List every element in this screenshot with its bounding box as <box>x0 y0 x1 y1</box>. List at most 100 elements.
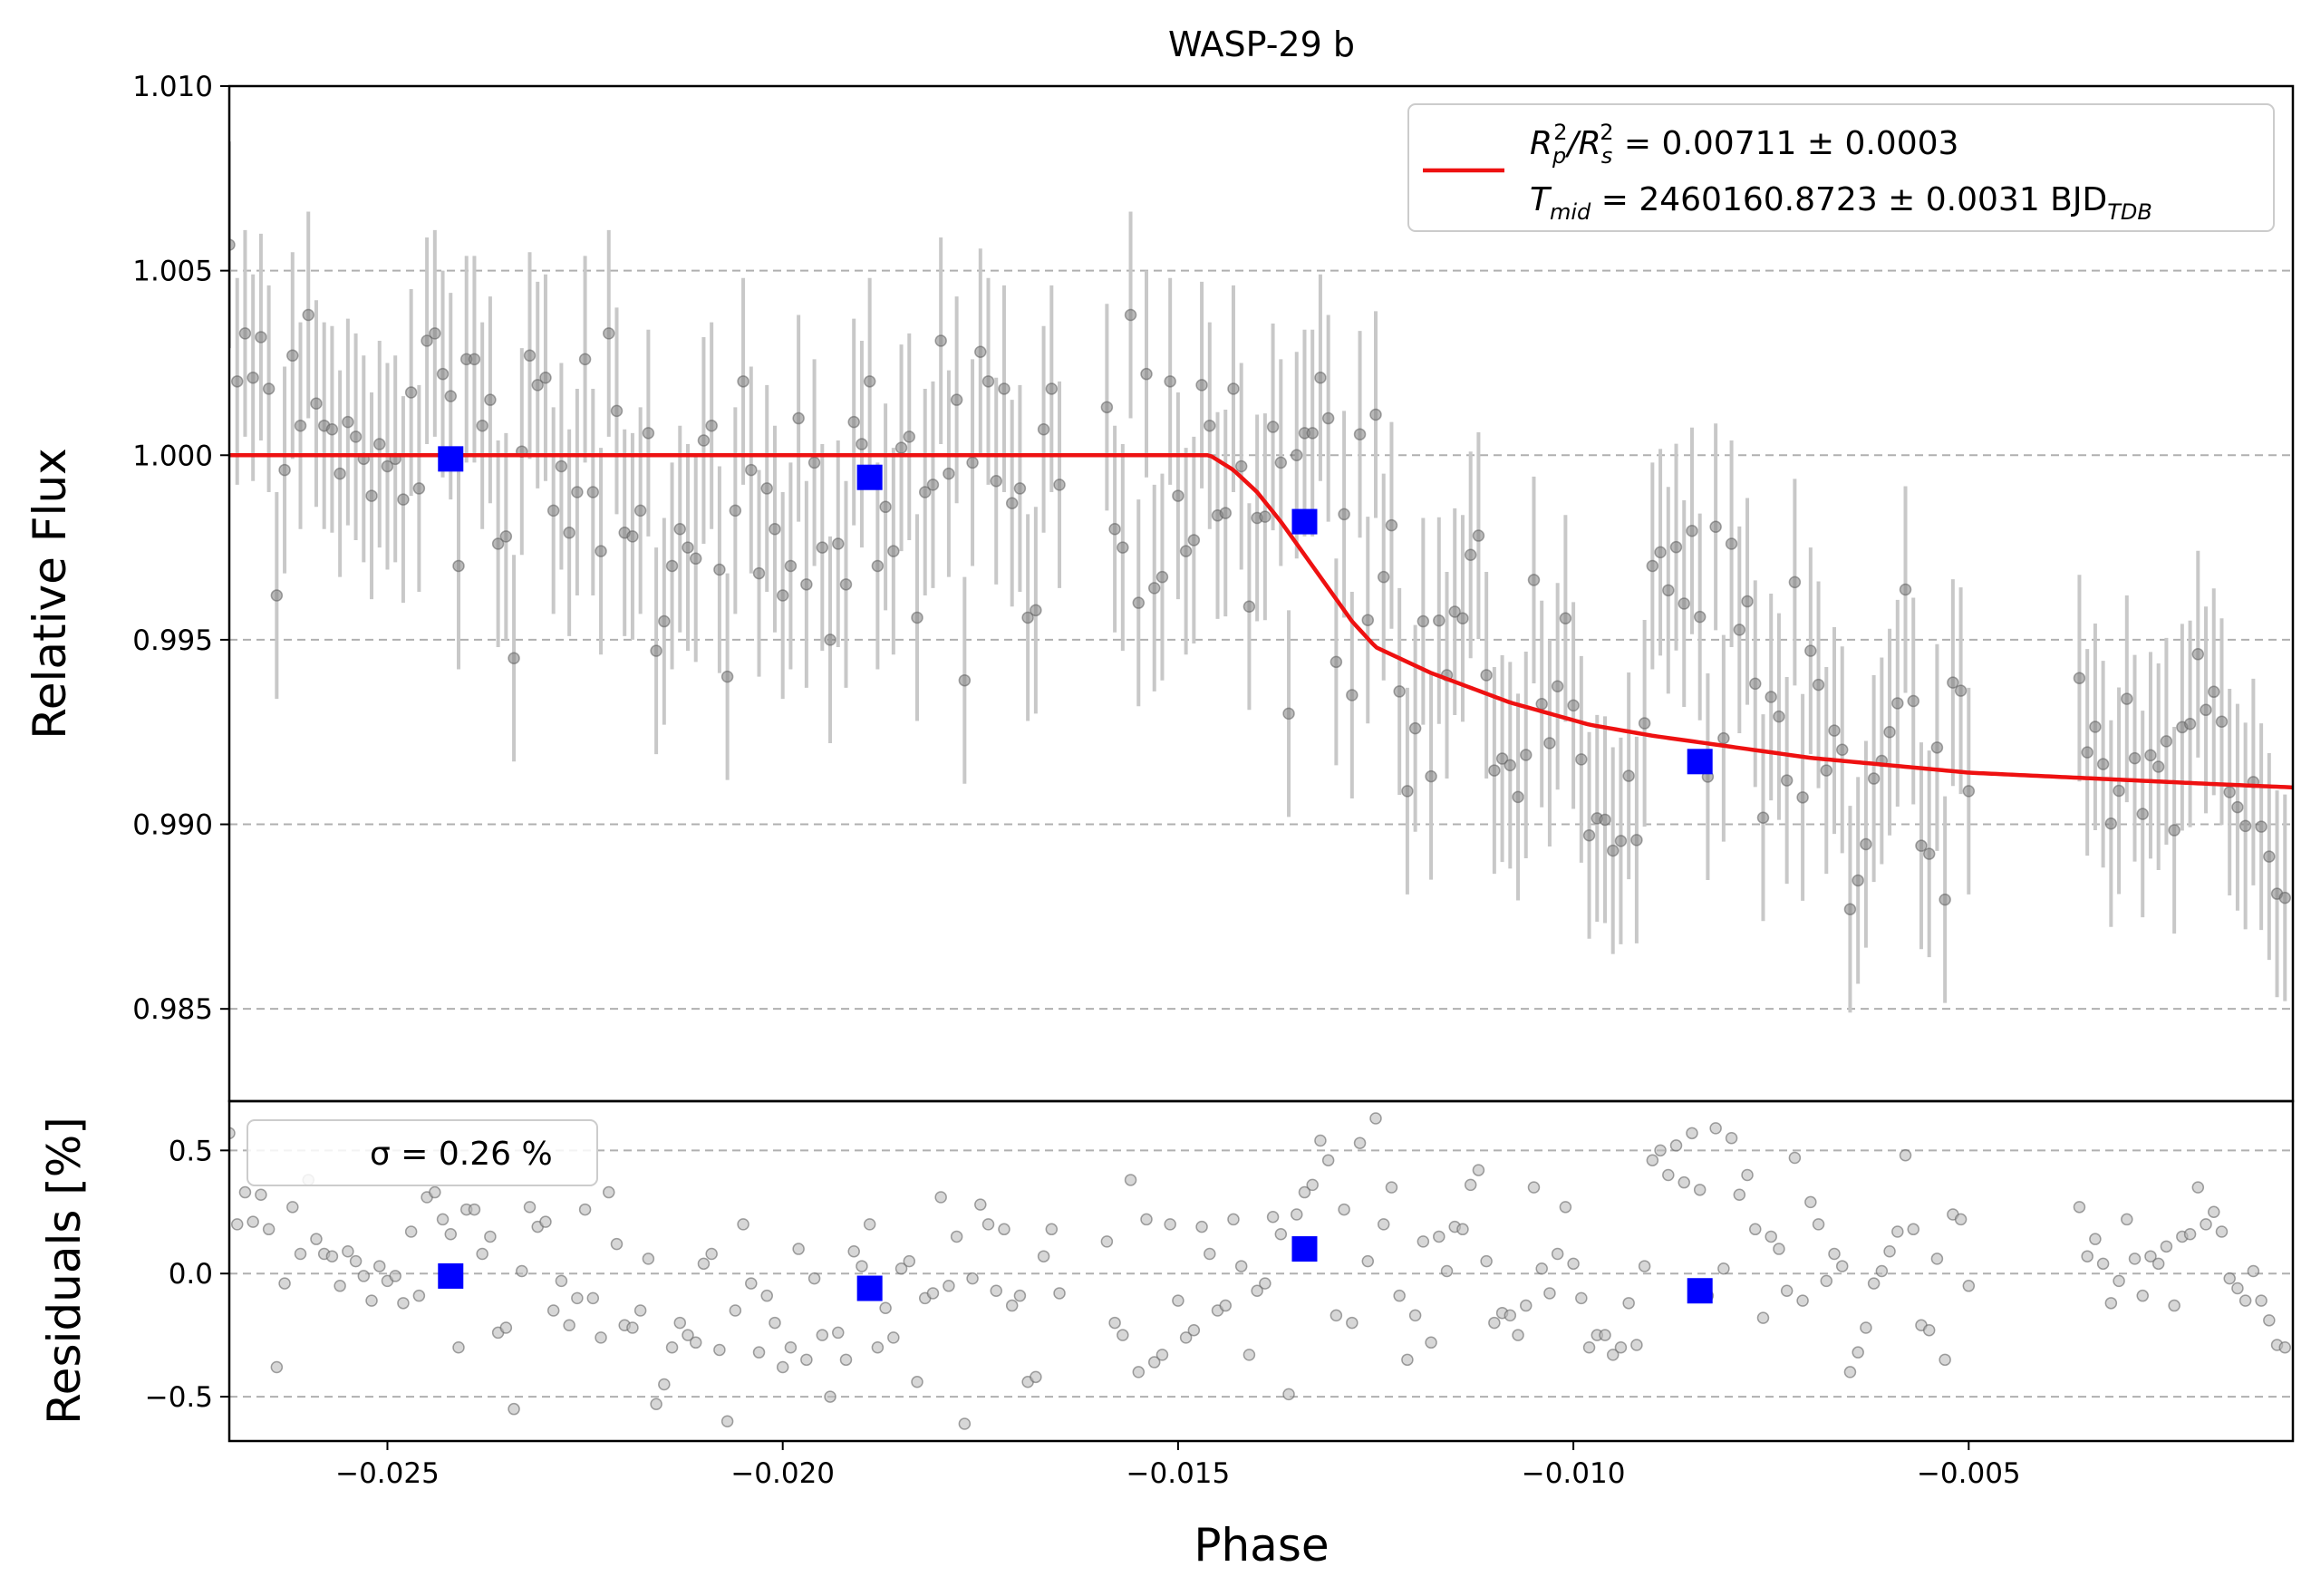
residual-point <box>1259 1277 1272 1290</box>
residual-point <box>871 1340 885 1354</box>
residual-point <box>2073 1201 2086 1214</box>
data-point <box>1369 408 1382 421</box>
residual-point <box>1582 1340 1596 1354</box>
data-point <box>1140 367 1153 381</box>
residual-point <box>1164 1218 1176 1231</box>
data-point <box>1314 371 1327 384</box>
data-point <box>342 415 354 429</box>
residual-point <box>1385 1181 1398 1194</box>
data-point <box>1346 689 1359 701</box>
residual-point <box>484 1230 497 1243</box>
data-point <box>1219 507 1232 519</box>
data-point <box>1575 753 1588 766</box>
data-point <box>397 493 410 506</box>
data-point <box>1654 546 1667 559</box>
data-point <box>1686 525 1698 537</box>
residual-point <box>911 1376 923 1388</box>
data-point <box>2081 746 2093 759</box>
residual-point <box>2215 1225 2229 1238</box>
data-point <box>2128 751 2142 765</box>
data-point <box>286 349 299 363</box>
data-point <box>2200 703 2212 717</box>
residual-point <box>1219 1299 1232 1312</box>
data-point <box>1669 540 1683 554</box>
data-point <box>1527 574 1541 586</box>
data-point <box>998 382 1010 395</box>
residual-point <box>2238 1294 2252 1307</box>
data-point <box>1741 595 1754 608</box>
x-tick-label: −0.025 <box>335 1457 440 1490</box>
data-point <box>1756 811 1770 824</box>
residual-point <box>2255 1294 2267 1307</box>
residual-point <box>2208 1205 2220 1219</box>
residual-binned-point <box>1687 1278 1713 1304</box>
data-point <box>745 463 758 477</box>
residual-point <box>1124 1174 1137 1186</box>
data-point <box>262 382 276 395</box>
data-point <box>1338 508 1350 521</box>
data-point <box>673 522 687 536</box>
data-point <box>349 430 363 443</box>
data-point <box>1843 903 1857 915</box>
residual-point <box>555 1274 568 1288</box>
residual-point <box>349 1254 363 1268</box>
data-point <box>484 393 497 406</box>
residual-binned-point <box>438 1262 464 1289</box>
data-point <box>1939 893 1951 906</box>
data-point <box>1804 644 1817 657</box>
residual-point <box>1369 1112 1382 1125</box>
residual-point <box>1338 1203 1350 1216</box>
residual-point <box>879 1301 892 1315</box>
top-binned <box>438 446 1713 775</box>
data-point <box>421 334 433 347</box>
legend-depth-value: = 0.00711 ± 0.0003 <box>1613 125 1958 162</box>
residual-point <box>389 1270 401 1282</box>
data-point <box>1408 721 1422 735</box>
residual-point <box>571 1291 584 1305</box>
residual-point <box>887 1331 900 1344</box>
data-point <box>1504 759 1517 772</box>
data-point <box>974 345 987 358</box>
data-point <box>1021 611 1034 624</box>
data-point <box>943 467 955 480</box>
data-point <box>546 504 560 517</box>
legend-rs: /R <box>1565 125 1601 162</box>
x-tick-label: −0.005 <box>1917 1457 2021 1490</box>
residual-point <box>255 1188 267 1202</box>
residual-point <box>1456 1223 1469 1236</box>
residual-point <box>689 1336 702 1349</box>
data-point <box>1915 839 1928 852</box>
residual-point <box>1504 1309 1517 1322</box>
residual-point <box>943 1280 955 1292</box>
residual-point <box>1717 1262 1730 1275</box>
data-point <box>302 308 314 322</box>
data-point <box>1005 497 1019 509</box>
residual-binned <box>438 1236 1713 1304</box>
residual-point <box>476 1247 488 1261</box>
residual-yticks: −0.5 0.0 0.5 <box>145 1135 229 1414</box>
data-point <box>1266 421 1280 433</box>
data-point <box>1274 456 1288 469</box>
data-point <box>1638 717 1651 730</box>
data-point <box>1282 707 1295 721</box>
data-point <box>1773 710 1785 723</box>
data-point <box>1243 600 1256 614</box>
x-tick-label: −0.015 <box>1126 1457 1231 1490</box>
data-point <box>1204 419 1216 432</box>
data-point <box>1551 680 1564 692</box>
residual-point <box>2278 1340 2292 1354</box>
data-point <box>365 489 378 502</box>
legend-s-sup: 2 <box>1600 120 1613 145</box>
data-point <box>571 486 584 498</box>
top-legend: Rp2/Rs2 = 0.00711 ± 0.0003 Tmid = 246016… <box>1407 103 2275 232</box>
residual-point <box>1179 1331 1193 1344</box>
residual-binned-point <box>856 1275 883 1301</box>
top-ytick-label: 0.990 <box>132 809 213 842</box>
residual-point <box>1132 1366 1146 1378</box>
data-point <box>729 504 742 517</box>
residual-point <box>1243 1349 1256 1361</box>
data-point <box>2073 672 2086 685</box>
x-tick-label: −0.020 <box>730 1457 835 1490</box>
binned-point <box>1291 508 1318 535</box>
data-point <box>626 530 639 543</box>
